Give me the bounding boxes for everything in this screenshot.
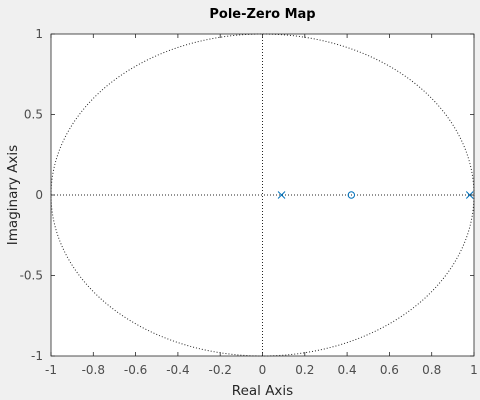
y-tick-label: 0.5	[24, 108, 43, 122]
y-tick-label: 1	[35, 27, 43, 41]
zero-marker	[347, 191, 356, 199]
x-tick-label: 1	[470, 363, 478, 377]
x-tick-label: 0	[259, 363, 267, 377]
x-axis-label: Real Axis	[232, 383, 293, 399]
x-tick-label: -0.4	[166, 363, 189, 377]
x-tick-label: -0.8	[82, 363, 105, 377]
x-tick-label: 0.2	[295, 363, 314, 377]
pole-stroke	[277, 191, 286, 199]
y-axis-label: Imaginary Axis	[5, 145, 21, 245]
x-tick-label: 0.6	[380, 363, 399, 377]
y-tick-label: 0	[35, 188, 43, 202]
x-tick-label: 0.8	[422, 363, 441, 377]
x-tick-label: -0.2	[208, 363, 231, 377]
pole-marker	[465, 191, 474, 199]
y-ticks: -1 -0.5 0 0.5 1	[20, 27, 474, 363]
y-tick-label: -1	[31, 349, 43, 363]
chart-title: Pole-Zero Map	[209, 7, 315, 22]
x-tick-label: -0.6	[124, 363, 147, 377]
pole-stroke	[465, 191, 474, 199]
x-tick-label: -1	[45, 363, 57, 377]
x-tick-label: 0.4	[338, 363, 357, 377]
x-ticks: -1 -0.8 -0.6 -0.4 -0.2 0 0.2 0.4 0.6 0.8 1	[45, 34, 478, 377]
pole-marker	[277, 191, 286, 199]
data-marks	[277, 191, 474, 199]
y-tick-label: -0.5	[20, 269, 43, 283]
plot-area	[51, 34, 474, 356]
